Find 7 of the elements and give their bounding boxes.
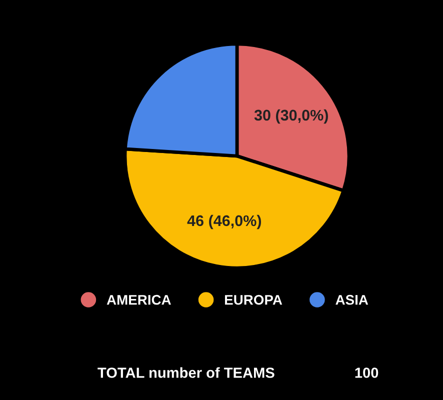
- data-label: 30 (30,0%): [254, 109, 328, 124]
- legend-label: ASIA: [336, 294, 368, 305]
- text: 100: [355, 368, 378, 378]
- legend-label: EUROPA: [225, 294, 282, 305]
- text: TOTAL number of TEAMS: [98, 367, 274, 378]
- data-label: 46 (46,0%): [187, 214, 262, 230]
- legend-label: AMERICA: [106, 294, 171, 305]
